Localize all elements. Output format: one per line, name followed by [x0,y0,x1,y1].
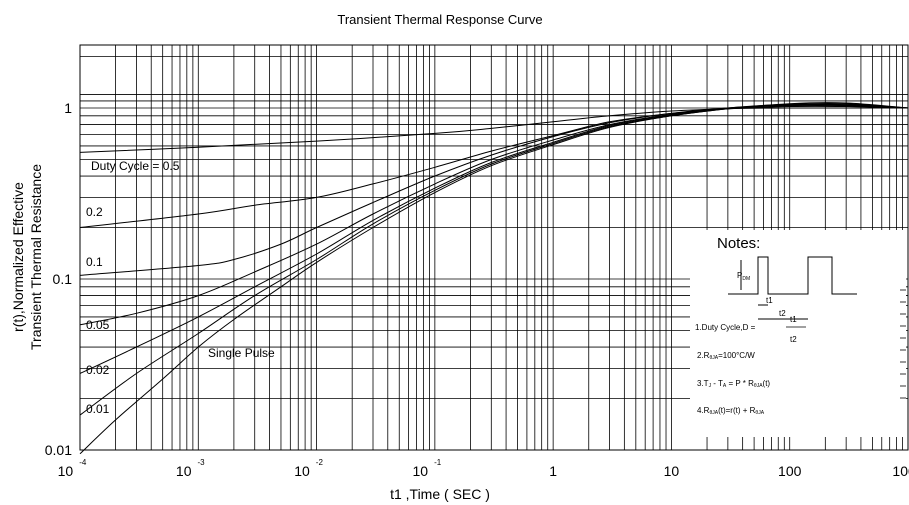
series-line-1 [79,105,909,228]
x-tick-label-6: 100 [778,463,802,479]
x-tick-labels: 10-4 10-3 10-2 10-1 1 10 100 1000 [58,458,909,479]
x-tick-label-2: 10-2 [294,458,323,479]
note-1-denominator: t2 [790,335,797,344]
grid [80,45,908,450]
y-tick-label-1: 0.1 [53,271,73,287]
series-label-6: Single Pulse [208,346,275,360]
series-labels: Duty Cycle = 0.5 0.2 0.1 0.05 0.02 0.01 Single… [86,159,275,416]
pdm-label: PDM [737,271,750,282]
y-tick-labels: 0.01 0.1 1 [45,100,72,458]
note-4: 4.RθJA(t)=r(t) + RθJA [697,406,765,416]
chart-title: Transient Thermal Response Curve [337,12,542,27]
plot-frame [79,44,909,451]
x-tick-label-5: 10 [664,463,680,479]
series-label-1: 0.2 [86,205,103,219]
x-tick-label-1: 10-3 [176,458,205,479]
x-tick-label-0: 10-4 [58,458,87,479]
notes-panel: Notes: PDM t1 t2 1.Duty Cycle,D = t1 t2 … [690,230,906,445]
y-tick-label-2: 1 [64,100,72,116]
series-label-3: 0.05 [86,318,110,332]
note-1: 1.Duty Cycle,D = [695,323,756,332]
note-1-numerator: t1 [790,315,797,324]
y-tick-label-0: 0.01 [45,442,72,458]
x-tick-label-3: 10-1 [413,458,442,479]
note-2: 2.RθJA=100°C/W [697,351,755,361]
t2-label: t2 [779,309,786,318]
x-axis-label: t1 ,Time ( SEC ) [390,486,490,502]
x-tick-label-4: 1 [549,463,557,479]
notes-title: Notes: [717,235,760,252]
t1-label: t1 [766,296,773,305]
notes-box [690,230,906,445]
series-line-0 [79,107,908,153]
series-label-0: Duty Cycle = 0.5 [91,159,180,173]
notes-bottom-ticks [706,289,906,445]
pulse-waveform [728,256,857,295]
series-label-5: 0.01 [86,402,110,416]
series-label-4: 0.02 [86,363,110,377]
x-tick-label-7: 1000 [892,463,909,479]
note-3: 3.TJ - TA = P * RθJA(t) [697,379,770,389]
y-axis-label-line2: Transient Thermal Resistance [28,164,44,350]
y-axis-label-line1: r(t),Normalized Effective [10,182,26,332]
series-line-6 [79,102,909,455]
series-label-2: 0.1 [86,255,103,269]
curves [79,102,909,455]
pulse-diagram [728,256,857,320]
